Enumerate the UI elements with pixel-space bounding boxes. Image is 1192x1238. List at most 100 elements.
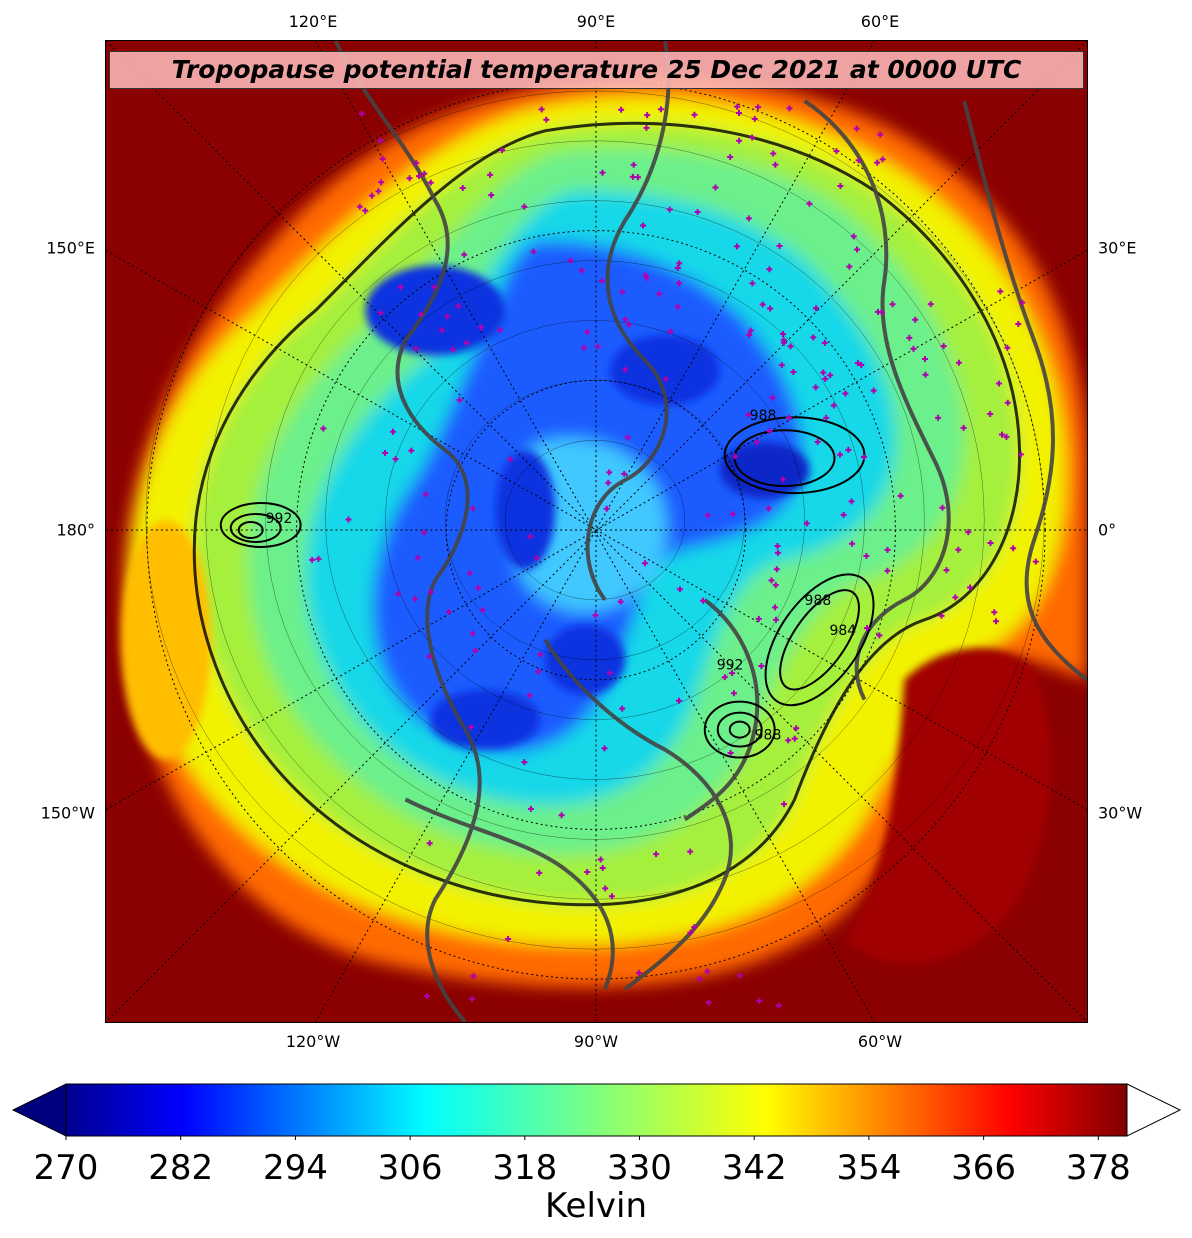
station-marker	[676, 280, 683, 287]
mslp-contours	[219, 416, 875, 759]
station-marker	[854, 246, 861, 253]
colorbar-tick-label: 378	[1065, 1148, 1131, 1188]
station-marker	[358, 110, 365, 117]
lon-label-top-1: 120°E	[288, 12, 338, 31]
station-marker	[1004, 344, 1011, 351]
station-marker	[469, 505, 476, 512]
station-marker	[450, 346, 457, 353]
lon-label-bottom-1: 120°W	[285, 1032, 341, 1051]
station-marker	[621, 470, 628, 477]
station-marker	[922, 371, 929, 378]
station-marker	[842, 390, 849, 397]
station-marker	[392, 456, 399, 463]
mslp-label: 988	[755, 728, 782, 744]
colorbar-label: Kelvin	[544, 1186, 648, 1226]
station-marker	[870, 387, 877, 394]
station-marker	[755, 104, 762, 111]
station-marker	[721, 674, 728, 681]
station-marker	[700, 597, 707, 604]
station-marker	[567, 257, 574, 264]
station-marker	[827, 372, 834, 379]
station-marker	[463, 339, 470, 346]
station-marker	[858, 361, 865, 368]
station-marker	[768, 577, 775, 584]
station-marker	[854, 360, 861, 367]
station-marker	[421, 170, 428, 177]
station-marker	[674, 303, 681, 310]
station-marker	[535, 668, 542, 675]
station-marker	[414, 554, 421, 561]
lon-label-top-2: 90°E	[576, 12, 616, 31]
station-marker	[427, 179, 434, 186]
station-marker	[785, 737, 792, 744]
station-marker	[470, 973, 477, 980]
station-marker	[786, 105, 793, 112]
station-marker	[884, 546, 891, 553]
station-marker	[745, 412, 752, 419]
station-marker	[704, 968, 711, 975]
station-marker	[864, 625, 871, 632]
station-marker	[411, 595, 418, 602]
station-marker	[927, 301, 934, 308]
lon-label-top-3: 60°E	[860, 12, 900, 31]
station-marker	[770, 150, 777, 157]
station-marker	[584, 869, 591, 876]
station-marker	[377, 309, 384, 316]
station-marker	[1017, 451, 1024, 458]
station-marker	[445, 608, 452, 615]
station-marker	[459, 184, 466, 191]
station-marker	[530, 248, 537, 255]
station-marker	[747, 327, 754, 334]
station-marker	[769, 394, 776, 401]
station-marker	[468, 995, 475, 1002]
station-marker	[906, 334, 913, 341]
station-marker	[855, 157, 862, 164]
atlantic-ridge	[844, 648, 1051, 964]
station-marker	[424, 993, 430, 1000]
colorbar-ticks	[65, 1136, 1099, 1140]
station-marker	[943, 567, 950, 574]
colorbar-under-extension	[11, 1083, 67, 1137]
station-marker	[987, 410, 994, 417]
station-marker	[987, 539, 994, 546]
station-marker	[475, 584, 482, 591]
station-marker	[806, 200, 813, 207]
station-marker	[382, 449, 389, 456]
station-marker	[378, 179, 385, 186]
station-marker	[397, 284, 404, 291]
tropopause-boundary	[192, 121, 1022, 907]
station-marker	[309, 556, 316, 563]
station-marker	[848, 498, 855, 505]
station-marker	[810, 334, 817, 341]
station-marker	[694, 208, 701, 215]
lon-label-right-2: 0°	[1098, 520, 1117, 540]
station-marker	[598, 277, 605, 284]
lon-label-bottom-3: 60°W	[857, 1032, 903, 1051]
station-marker	[413, 160, 420, 167]
station-marker	[756, 997, 763, 1004]
station-marker	[662, 376, 669, 383]
station-marker	[897, 492, 904, 499]
station-marker	[877, 131, 884, 138]
station-marker	[527, 805, 534, 812]
station-marker	[878, 309, 885, 316]
mslp-label: 988	[805, 593, 832, 609]
station-marker	[653, 851, 660, 858]
station-marker	[521, 203, 528, 210]
station-marker	[674, 264, 681, 271]
station-marker	[594, 343, 601, 350]
station-marker	[455, 303, 462, 310]
station-marker	[779, 476, 786, 483]
station-marker	[315, 555, 322, 562]
station-marker	[876, 632, 883, 639]
station-marker	[1004, 399, 1011, 406]
station-marker	[630, 161, 637, 168]
station-marker	[935, 414, 942, 421]
station-marker	[734, 103, 741, 110]
station-marker	[803, 520, 810, 527]
station-marker	[853, 125, 860, 132]
station-marker	[578, 267, 585, 274]
station-marker	[421, 529, 428, 536]
station-marker	[751, 115, 758, 122]
station-marker	[666, 206, 673, 213]
